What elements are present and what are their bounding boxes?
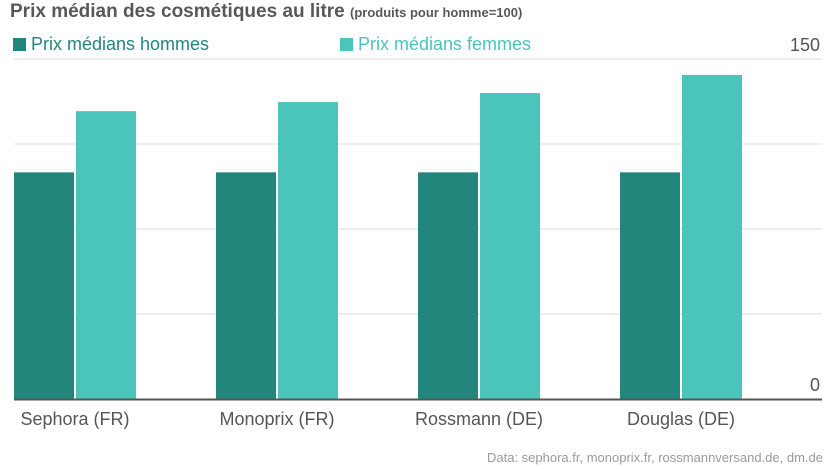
- bar-women: [278, 102, 338, 400]
- x-tick-label: Douglas (DE): [627, 409, 735, 429]
- legend-label-women: Prix médians femmes: [358, 34, 532, 54]
- legend-item-men: Prix médians hommes: [13, 34, 209, 55]
- legend-swatch-women: [340, 38, 353, 51]
- legend-item-women: Prix médians femmes: [340, 34, 531, 55]
- x-tick-label: Sephora (FR): [20, 409, 129, 429]
- bar-men: [216, 172, 276, 399]
- y-tick-label: 0: [810, 375, 820, 395]
- legend-swatch-men: [13, 38, 26, 51]
- bar-men: [418, 172, 478, 399]
- bar-women: [480, 93, 540, 399]
- bar-women: [682, 74, 742, 399]
- chart-title: Prix médian des cosmétiques au litre: [10, 1, 345, 22]
- x-tick-label: Rossmann (DE): [415, 409, 543, 429]
- legend-label-men: Prix médians hommes: [31, 34, 210, 54]
- x-tick-label: Monoprix (FR): [219, 409, 334, 429]
- bar-women: [76, 111, 136, 399]
- chart-title-block: Prix médian des cosmétiques au litre (pr…: [10, 1, 522, 23]
- bar-men: [14, 172, 74, 399]
- chart-subtitle: (produits pour homme=100): [350, 5, 523, 20]
- bar-men: [620, 172, 680, 399]
- y-tick-label: 150: [790, 35, 820, 55]
- chart-source: Data: sephora.fr, monoprix.fr, rossmannv…: [486, 450, 823, 465]
